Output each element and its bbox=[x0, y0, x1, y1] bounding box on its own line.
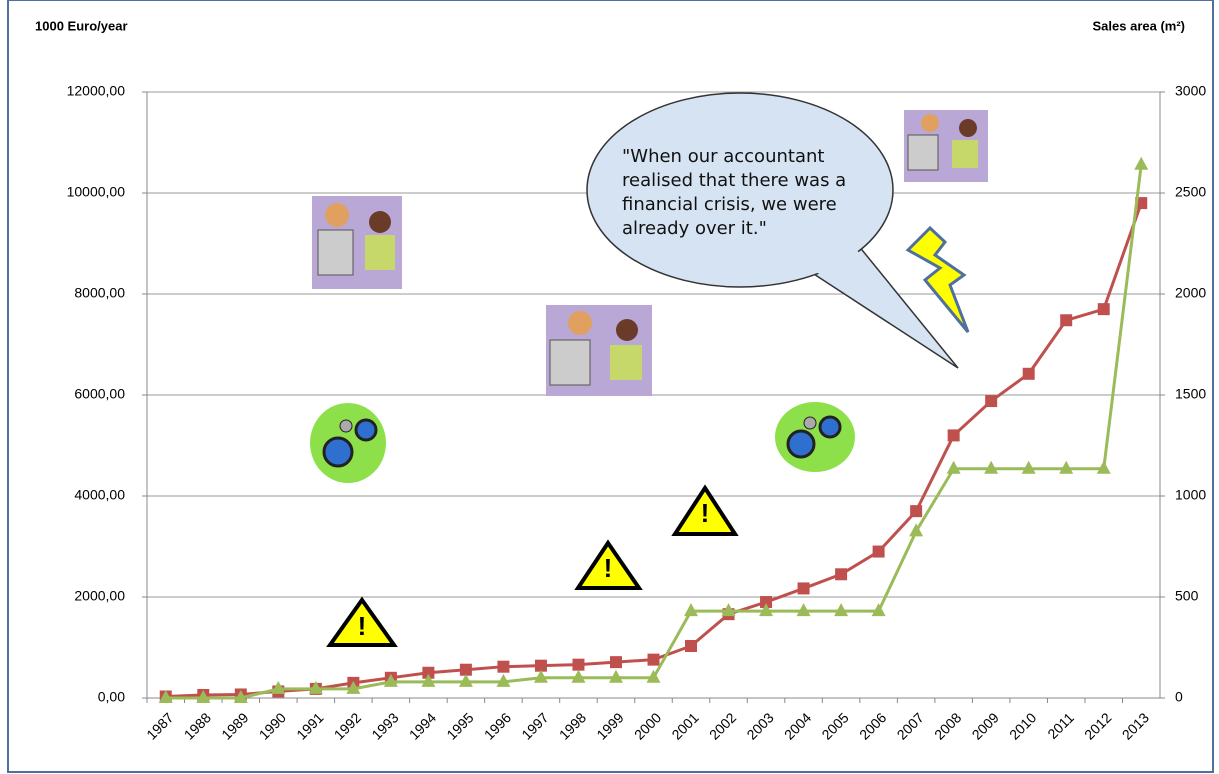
svg-text:!: ! bbox=[358, 611, 367, 641]
y-axis-label: 1000 Euro/year bbox=[35, 18, 128, 33]
marker bbox=[1021, 460, 1036, 474]
office-picture bbox=[546, 305, 652, 396]
y-tick-label: 10000,00 bbox=[67, 184, 126, 200]
marker bbox=[684, 603, 699, 617]
y-tick-label: 4000,00 bbox=[74, 487, 125, 503]
marker bbox=[835, 568, 848, 581]
marker bbox=[985, 395, 998, 408]
marker bbox=[646, 669, 661, 683]
marker bbox=[647, 653, 660, 666]
marker bbox=[572, 658, 585, 671]
warning-icon: ! bbox=[671, 484, 739, 536]
marker bbox=[458, 673, 473, 687]
marker bbox=[796, 603, 811, 617]
y2-tick-label: 1500 bbox=[1175, 386, 1206, 402]
marker bbox=[1059, 460, 1074, 474]
marker bbox=[984, 460, 999, 474]
marker bbox=[797, 582, 810, 595]
marker bbox=[946, 460, 961, 474]
y2-tick-label: 2500 bbox=[1175, 184, 1206, 200]
marker bbox=[909, 523, 924, 537]
marker bbox=[609, 656, 622, 669]
marker bbox=[308, 680, 323, 694]
marker bbox=[158, 690, 173, 703]
marker bbox=[760, 596, 773, 609]
y-tick-label: 0,00 bbox=[98, 689, 125, 705]
marker bbox=[834, 603, 849, 617]
marker bbox=[496, 673, 511, 687]
marker bbox=[421, 673, 436, 687]
y2-tick-label: 0 bbox=[1175, 689, 1183, 705]
marker bbox=[346, 680, 361, 694]
marker bbox=[947, 429, 960, 442]
y-tick-label: 12000,00 bbox=[67, 83, 126, 99]
marker bbox=[910, 505, 923, 518]
gears-icon bbox=[310, 403, 386, 483]
svg-text:!: ! bbox=[701, 498, 710, 528]
warning-icon: ! bbox=[574, 539, 643, 590]
marker bbox=[1096, 460, 1111, 474]
marker bbox=[1022, 367, 1035, 380]
y2-tick-label: 2000 bbox=[1175, 285, 1206, 301]
marker bbox=[383, 673, 398, 687]
marker bbox=[685, 639, 698, 652]
marker bbox=[459, 663, 472, 676]
decorations: ! ! ! bbox=[310, 92, 988, 647]
marker bbox=[871, 603, 886, 617]
speech-bubble bbox=[586, 92, 959, 369]
svg-text:!: ! bbox=[604, 553, 613, 583]
marker bbox=[533, 669, 548, 683]
marker bbox=[271, 680, 286, 694]
y2-axis-label: Sales area (m²) bbox=[1093, 18, 1186, 33]
marker bbox=[233, 690, 248, 703]
annotation: "When our accountant realised that there… bbox=[622, 146, 847, 239]
lightning-icon bbox=[905, 225, 970, 333]
marker bbox=[608, 669, 623, 683]
marker bbox=[422, 666, 435, 679]
office-picture bbox=[312, 196, 402, 289]
y-tick-label: 8000,00 bbox=[74, 285, 125, 301]
y2-tick-label: 1000 bbox=[1175, 487, 1206, 503]
marker bbox=[721, 603, 736, 617]
marker bbox=[1134, 156, 1149, 170]
office-picture bbox=[904, 110, 988, 182]
gears-icon bbox=[775, 402, 855, 472]
marker bbox=[759, 603, 774, 617]
y2-tick-label: 3000 bbox=[1175, 83, 1206, 99]
marker bbox=[1097, 303, 1110, 316]
warning-icon: ! bbox=[326, 596, 398, 647]
y-tick-label: 2000,00 bbox=[74, 588, 125, 604]
marker bbox=[872, 545, 885, 558]
marker bbox=[497, 660, 510, 673]
y2-tick-label: 500 bbox=[1175, 588, 1199, 604]
marker bbox=[534, 659, 547, 672]
marker bbox=[196, 690, 211, 703]
marker bbox=[1060, 314, 1073, 327]
y-tick-label: 6000,00 bbox=[74, 386, 125, 402]
marker bbox=[571, 669, 586, 683]
